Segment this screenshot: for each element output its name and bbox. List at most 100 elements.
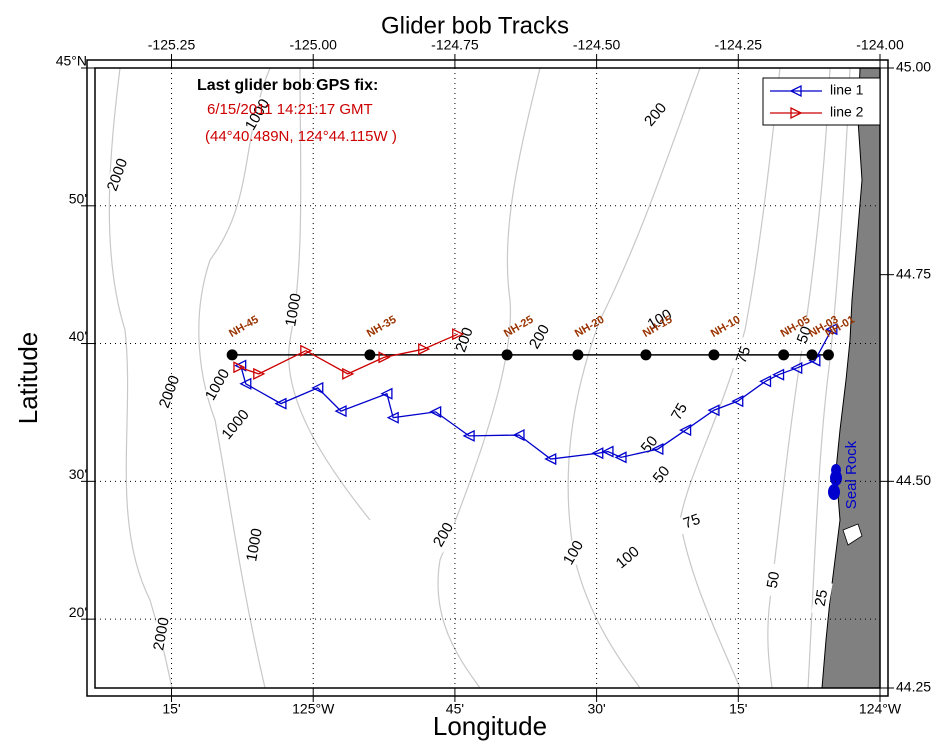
- x-tick-label: 15': [729, 701, 747, 717]
- contour-label-bg: [157, 374, 183, 410]
- track-marker: [544, 452, 557, 466]
- legend-box: [762, 77, 881, 126]
- contour-label: 25: [812, 588, 832, 607]
- y-tick-label: 40': [69, 328, 87, 344]
- legend-marker: [789, 84, 802, 98]
- y2-tick-label: 44.25: [896, 679, 931, 695]
- contour-label-bg: [645, 457, 679, 493]
- x2-tick-label: -124.50: [573, 37, 621, 53]
- y-axis-label: Latitude: [13, 332, 43, 425]
- track-marker: [342, 367, 355, 380]
- track-marker: [512, 428, 525, 442]
- contour-label-bg: [219, 407, 253, 443]
- track-marker: [386, 411, 399, 424]
- contour-label: 75: [681, 511, 702, 533]
- track-marker: [418, 343, 431, 356]
- track-marker: [707, 404, 720, 417]
- contour-label-bg: [559, 535, 589, 571]
- legend-label: line 2: [830, 104, 864, 120]
- x-tick-label: 124°W: [859, 701, 902, 717]
- y-tick-label: 45°N: [56, 53, 87, 69]
- place-label: Seal Rock: [843, 440, 860, 509]
- contour-label: 1000: [243, 527, 266, 563]
- track-marker: [378, 351, 391, 364]
- y-tick-label: 30': [69, 466, 87, 482]
- station-marker: [806, 349, 818, 361]
- station-marker: [778, 349, 790, 361]
- track-marker: [239, 377, 252, 390]
- station-marker: [572, 349, 584, 361]
- contour-label-bg: [244, 527, 266, 563]
- contour-label-bg: [610, 541, 646, 575]
- station-marker: [708, 349, 720, 361]
- contour-label-bg: [203, 367, 233, 403]
- track-marker: [274, 397, 287, 410]
- contour-label: 50: [764, 570, 784, 589]
- contour-label-bg: [665, 394, 695, 430]
- track-marker: [772, 368, 785, 381]
- y2-tick-label: 44.75: [896, 265, 931, 281]
- contour-label: 1000: [282, 292, 305, 328]
- y-tick-label: 50': [69, 191, 87, 207]
- x-axis-label: Longitude: [433, 711, 547, 741]
- station-marker: [226, 349, 238, 361]
- seal-rock-marker: [828, 464, 842, 500]
- contour-label-bg: [811, 580, 833, 616]
- track-marker: [759, 375, 772, 388]
- x-tick-label: 45': [446, 701, 464, 717]
- track-marker: [462, 429, 475, 442]
- y2-tick-label: 45.00: [896, 59, 931, 75]
- contour-label-bg: [283, 292, 305, 328]
- contour-label-bg: [642, 305, 678, 335]
- station-marker: [640, 349, 652, 361]
- track-marker: [790, 362, 803, 375]
- contour-label-bg: [639, 97, 673, 133]
- track-marker: [591, 447, 604, 460]
- legend-label: line 1: [830, 82, 864, 98]
- y-tick-label: 20': [69, 604, 87, 620]
- track-marker: [452, 328, 465, 341]
- contour-label-bg: [763, 562, 785, 598]
- track-marker: [253, 367, 266, 380]
- track-marker: [825, 323, 838, 336]
- legend: line 1 line 2: [762, 77, 881, 126]
- track-marker: [601, 445, 614, 458]
- x2-tick-label: -125.00: [289, 37, 337, 53]
- annotation-line: (44°40.489N, 124°44.115W ): [205, 128, 397, 145]
- outer-frame: [86, 59, 889, 697]
- track-marker: [731, 395, 744, 408]
- contour-label-bg: [243, 97, 273, 133]
- station-marker: [364, 349, 376, 361]
- annotation-title: Last glider bob GPS fix:: [197, 77, 378, 94]
- contour-label-bg: [525, 319, 555, 355]
- contour-label: 2000: [150, 616, 173, 652]
- track-marker: [233, 361, 246, 374]
- x-tick-label: 30': [587, 701, 605, 717]
- track-marker: [334, 405, 347, 418]
- contour-label-bg: [429, 517, 459, 553]
- track-line: [240, 328, 833, 460]
- annotation-line: 6/15/2011 14:21:17 GMT: [207, 101, 373, 118]
- contour-label-bg: [674, 509, 710, 535]
- track-marker: [651, 443, 664, 456]
- x-tick-label: 15': [162, 701, 180, 717]
- station-marker: [501, 349, 513, 361]
- x-tick-label: 125°W: [292, 701, 335, 717]
- contour-label-bg: [452, 322, 478, 358]
- legend-marker: [790, 106, 803, 120]
- x2-tick-label: -124.25: [715, 37, 763, 53]
- station-marker: [822, 349, 834, 361]
- chart-title: Glider bob Tracks: [381, 12, 569, 39]
- contour-label-bg: [105, 157, 131, 193]
- track-marker: [300, 344, 313, 357]
- contour-label: 50: [794, 324, 816, 345]
- track-marker: [380, 387, 393, 400]
- land-hole: [842, 523, 863, 546]
- track-line: [238, 333, 459, 375]
- track-marker: [429, 405, 442, 418]
- track-marker: [679, 424, 692, 437]
- track-marker: [311, 381, 324, 394]
- x2-tick-label: -124.75: [431, 37, 479, 53]
- contour-label-bg: [151, 616, 173, 652]
